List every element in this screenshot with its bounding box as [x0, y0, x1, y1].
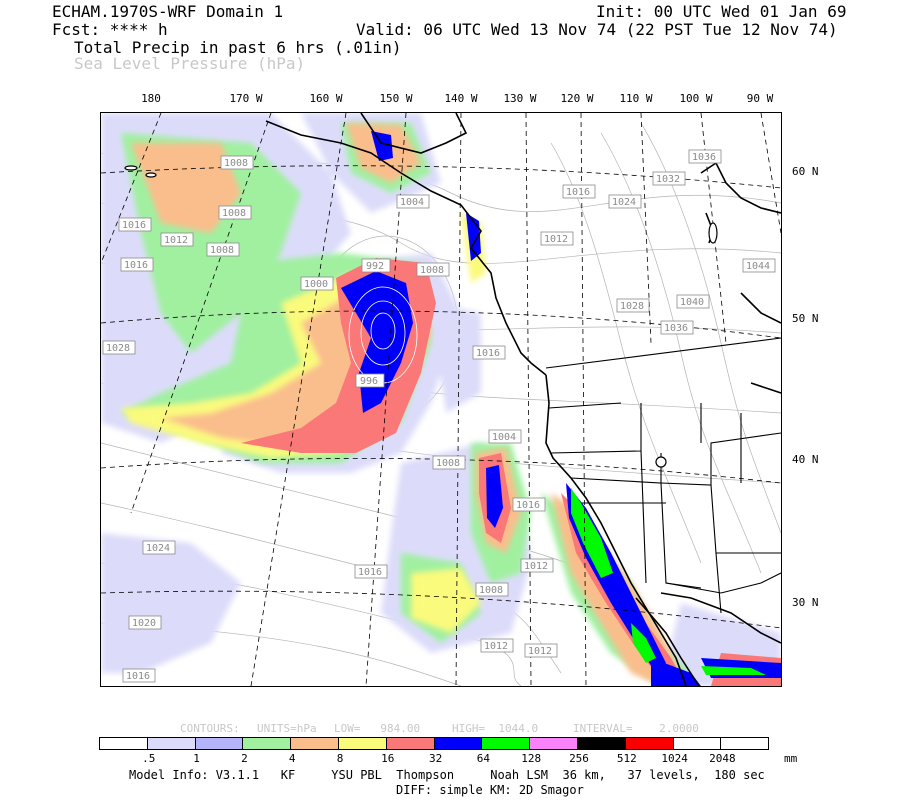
lon-label-130w: 130 W [503, 92, 537, 105]
model-title: ECHAM.1970S-WRF Domain 1 [52, 2, 284, 21]
isobar-label: 1044 [746, 261, 770, 272]
lon-label-170w: 170 W [229, 92, 263, 105]
colorbar-tick-label: 1 [193, 752, 200, 765]
isobar-label: 1008 [222, 208, 246, 219]
isobar-label: 1040 [680, 297, 704, 308]
isobar-label: 1020 [132, 618, 156, 629]
isobar-label: 1012 [544, 234, 568, 245]
isobar-label: 1008 [224, 158, 248, 169]
isobar-label: 1032 [656, 174, 680, 185]
field-slp-title: Sea Level Pressure (hPa) [74, 54, 306, 73]
lat-label-60n: 60 N [792, 165, 819, 178]
isobar-label: 1008 [420, 265, 444, 276]
isobar-label: 1024 [612, 197, 636, 208]
map-canvas: 1008 1008 1016 1012 1016 1008 1028 996 9… [101, 113, 781, 686]
colorbar-swatch [194, 737, 244, 750]
isobar-label: 1016 [124, 260, 148, 271]
valid-time: Valid: 06 UTC Wed 13 Nov 74 (22 PST Tue … [356, 20, 838, 39]
forecast-hour: Fcst: **** h [52, 20, 168, 39]
isobar-label: 1000 [304, 279, 328, 290]
colorbar-tick-label: 2 [241, 752, 248, 765]
colorbar-swatch [720, 737, 770, 750]
lon-label-90w: 90 W [746, 92, 774, 105]
isobar-label: 1012 [484, 641, 508, 652]
isobar-label: 996 [360, 376, 378, 387]
colorbar-tick-label: 4 [288, 752, 296, 765]
isobar-label: 1008 [436, 458, 460, 469]
lat-label-50n: 50 N [792, 312, 819, 325]
colorbar-swatch [99, 737, 148, 750]
isobar-label: 1012 [524, 561, 548, 572]
coastlines [265, 113, 781, 686]
isobar-label: 1004 [400, 197, 424, 208]
lon-label-120w: 120 W [560, 92, 594, 105]
colorbar-swatch [385, 737, 435, 750]
state-borders [545, 337, 781, 614]
contours-low: LOW= 984.00 [334, 722, 421, 735]
isobar-label: 1016 [566, 187, 590, 198]
colorbar-swatch [242, 737, 292, 750]
colorbar-tick-label: 256 [569, 752, 589, 765]
colorbar-swatch [433, 737, 483, 750]
lon-label-150w: 150 W [379, 92, 413, 105]
colorbar-swatch [529, 737, 578, 750]
lon-label-180: 180 [141, 92, 161, 105]
field-precip-title: Total Precip in past 6 hrs (.01in) [74, 38, 402, 57]
isobar-label: 1004 [492, 432, 516, 443]
colorbar-swatch [337, 737, 387, 750]
isobar-label: 1016 [358, 567, 382, 578]
isobar-label: 1016 [122, 220, 146, 231]
isobar-label: 1016 [516, 500, 540, 511]
contours-label: CONTOURS: [180, 722, 240, 735]
diff-info: DIFF: simple KM: 2D Smagor [396, 783, 584, 797]
colorbar-swatch [576, 737, 626, 750]
isobar-label: 1028 [620, 301, 644, 312]
isobar-label: 1012 [528, 646, 552, 657]
lat-label-30n: 30 N [792, 596, 819, 609]
isobar-label: 1008 [210, 245, 234, 256]
islands [124, 165, 718, 468]
precip-map: 1008 1008 1016 1012 1016 1008 1028 996 9… [100, 112, 782, 687]
isobar-label: 1036 [664, 323, 688, 334]
isobar-label: 1016 [476, 348, 500, 359]
lat-label-40n: 40 N [792, 453, 819, 466]
colorbar-tick-label: 1024 [661, 752, 688, 765]
isobar-label: 1036 [692, 152, 716, 163]
colorbar-tick-label: 512 [616, 752, 637, 765]
isobar-label: 992 [366, 261, 384, 272]
contours-units: UNITS=hPa [257, 722, 317, 735]
init-time: Init: 00 UTC Wed 01 Jan 69 [596, 2, 847, 21]
colorbar-tick-label: 8 [336, 752, 344, 765]
colorbar-tick-label: 2048 [709, 752, 736, 765]
colorbar-tick-label: 128 [521, 752, 542, 765]
lon-label-140w: 140 W [444, 92, 478, 105]
isobar-label: 1024 [146, 543, 170, 554]
colorbar-swatch [672, 737, 722, 750]
contours-high: HIGH= 1044.0 [452, 722, 539, 735]
lon-label-160w: 160 W [309, 92, 343, 105]
isobar-label: 1028 [106, 343, 130, 354]
isobar-label: 1012 [164, 235, 188, 246]
colorbar-swatch [481, 737, 531, 750]
colorbar-tick-label: 16 [381, 752, 395, 765]
isobar-label: 1008 [479, 585, 503, 596]
colorbar-units: mm [784, 752, 798, 765]
colorbar-swatch [290, 737, 339, 750]
colorbar-tick-label: .5 [142, 752, 156, 765]
model-info: Model Info: V3.1.1 KF YSU PBL Thompson N… [129, 768, 765, 782]
lon-label-110w: 110 W [619, 92, 653, 105]
contours-interval: INTERVAL= 2.0000 [573, 722, 699, 735]
precip-colorbar [99, 737, 770, 750]
isobar-label: 1016 [126, 671, 150, 682]
lon-label-100w: 100 W [679, 92, 713, 105]
colorbar-tick-label: 64 [476, 752, 491, 765]
isobar-labels: 1008 1008 1016 1012 1016 1008 1028 996 9… [102, 149, 776, 683]
colorbar-tick-label: 32 [428, 752, 443, 765]
colorbar-swatch [146, 737, 196, 750]
precip-heavy-green [571, 488, 766, 675]
colorbar-swatch [624, 737, 674, 750]
